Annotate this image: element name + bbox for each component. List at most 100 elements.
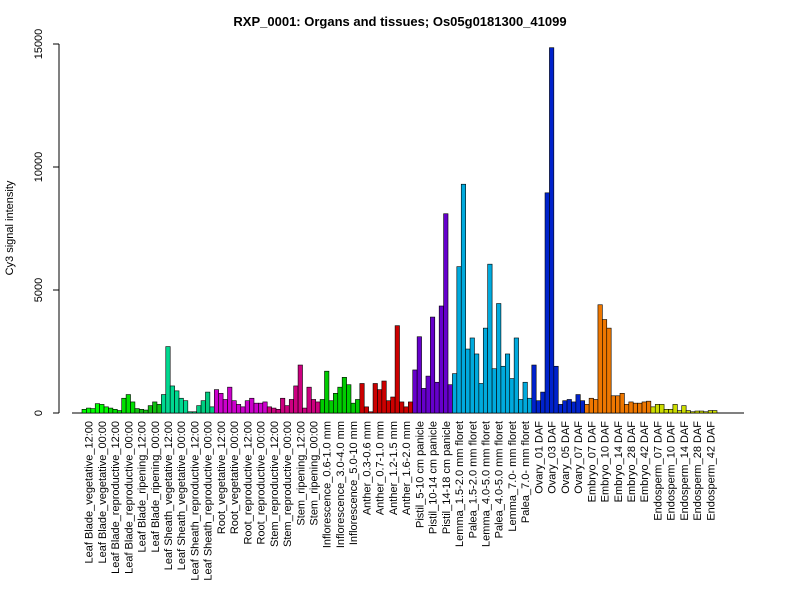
x-tick-label: Embryo_07 DAF [586,421,598,503]
bar [178,397,184,414]
bar [531,364,537,414]
x-tick-label: Leaf Blade_ripening_12:00 [137,421,149,553]
bar [421,388,427,414]
x-tick-label: Anther_0.3-0.6 mm [361,421,373,515]
bar [355,399,361,414]
x-tick-label: Ovary_07 DAF [573,421,585,494]
bar [394,325,400,414]
bar [169,385,175,414]
bar [637,402,643,414]
bar [385,400,391,414]
bar [368,411,374,414]
bar [222,399,228,414]
bar [549,47,555,414]
bar [333,393,339,414]
bar [610,395,616,414]
bar [209,406,215,414]
bar [244,400,250,414]
bar [628,401,634,414]
bar [482,327,488,414]
bar [544,192,550,414]
bar [377,389,383,414]
bar [311,399,317,414]
bar [699,410,705,414]
x-tick-label: Inflorescence_3.0-4.0 mm [335,421,347,548]
x-tick-label: Anther_0.7-1.0 mm [375,421,387,515]
y-tick-label: 10000 [33,152,45,183]
bar [654,404,660,414]
bar [632,402,638,414]
bar [324,370,330,414]
bar [412,369,418,414]
bar [496,303,502,414]
bar [288,399,294,414]
bar [416,336,422,414]
bar [447,384,453,414]
bar [425,375,431,414]
bar [672,404,678,414]
bar [469,337,475,414]
bar [575,394,581,414]
x-tick-label: Pistil_14-18 cm panicle [441,421,453,534]
x-tick-label: Inflorescence_0.6-1.0 mm [322,421,334,548]
bar [399,401,405,414]
bar [112,409,118,414]
bar [156,404,162,414]
y-axis-label: Cy3 signal intensity [4,180,16,275]
bar [491,368,497,414]
bar [363,406,369,414]
bar [430,316,436,414]
bar [262,401,268,414]
bar [694,410,700,414]
bar [513,337,519,414]
bar [81,409,87,414]
bar [487,263,493,414]
bar [165,346,171,414]
bar [557,404,563,414]
bar [465,348,471,414]
bar [438,305,444,414]
bar [641,401,647,414]
y-tick-label: 15000 [33,29,45,60]
x-tick-label: Embryo_28 DAF [626,421,638,503]
bar [359,383,365,414]
bar [236,404,242,414]
x-tick-label: Leaf Sheath_reproductive_00:00 [203,421,215,581]
bar [478,383,484,414]
bar [703,411,709,414]
bar [712,410,718,414]
x-tick-label: Endosperm_07 DAF [652,421,664,521]
x-tick-label: Leaf Blade_ripening_00:00 [150,421,162,553]
bar [597,304,603,414]
bar [571,401,577,414]
bar [297,364,303,414]
bar [302,407,308,414]
bar [350,402,356,414]
x-tick-label: Embryo_14 DAF [613,421,625,503]
bar [306,386,312,414]
bar [615,395,621,414]
bar [381,380,387,414]
x-tick-label: Pistil_10-14 cm panicle [428,421,440,534]
bar [134,408,140,414]
bar [403,406,409,414]
x-tick-label: Endosperm_42 DAF [705,421,717,521]
bar [143,409,149,414]
bar [240,406,246,414]
bar [452,373,458,414]
y-tick-label: 5000 [33,278,45,302]
bar [646,400,652,414]
x-tick-label: Pistil_5-10 cm panicle [414,421,426,528]
x-tick-label: Lemma_1.5-2.0 mm floret [454,421,466,547]
bar [191,411,197,414]
bar [443,213,449,414]
bar [266,406,272,414]
bar [540,391,546,414]
x-tick-label: Stem_reproductive_00:00 [282,421,294,547]
bar [593,399,599,414]
bar [500,365,506,414]
bar [253,402,259,414]
bar [108,407,114,414]
bar [218,393,224,414]
